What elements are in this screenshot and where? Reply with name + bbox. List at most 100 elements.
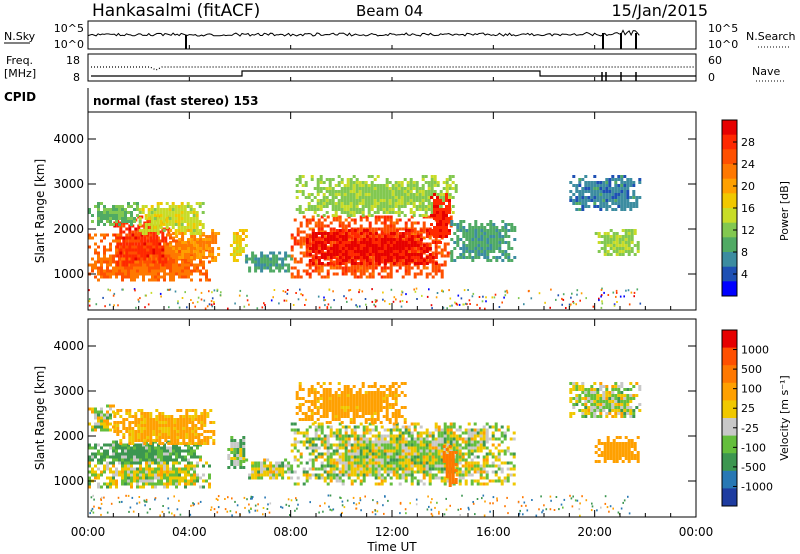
power-ylabel: Slant Range [km] [33,159,47,263]
x-axis-label: Time UT [366,540,417,554]
heatmap-region [245,251,294,273]
y-tick-label: 1000 [53,267,84,281]
cpid-text: normal (fast stereo) 153 [93,94,259,108]
freq-tick-bottom: 8 [73,71,80,84]
x-tick-label: 16:00 [476,525,511,539]
colorbar-tick-label: 12 [741,224,755,237]
colorbar-swatch [722,222,737,238]
velocity-y-axis: 4000 3000 2000 1000 [53,339,696,488]
colorbar-tick-label: 16 [741,202,755,215]
colorbar-tick-label: 1000 [741,344,769,357]
y-tick-label: 2000 [53,429,84,443]
freq-tick-top: 18 [66,54,80,67]
velocity-colorbar-label: Velocity [m s⁻¹] [778,375,791,460]
heatmap-region [569,382,642,418]
colorbar-swatch [722,164,737,180]
cpid-label: CPID [4,90,36,104]
colorbar-swatch [722,400,737,419]
heatmap-region [569,175,642,211]
heatmap-region [138,202,205,235]
colorbar-swatch [722,149,737,165]
heatmap-region [88,458,211,489]
x-axis: 00:00 04:00 08:00 12:00 16:00 20:00 00:00 [71,45,714,539]
colorbar-tick-label: -25 [741,422,759,435]
freq-label: Freq. [6,54,33,67]
noise-search-label: N.Search [746,30,796,43]
x-tick-label: 08:00 [273,525,308,539]
heatmap-region [450,220,517,262]
x-tick-label: 00:00 [71,525,106,539]
y-tick-label: 1000 [53,474,84,488]
heatmap-region [113,409,216,445]
colorbar-tick-label: 28 [741,136,755,149]
heatmap-region [169,229,221,262]
date-title: 15/Jan/2015 [611,1,708,20]
x-tick-label: 04:00 [172,525,207,539]
near-range-speckle [89,494,631,517]
colorbar-swatch [722,470,737,489]
y-tick-label: 4000 [53,132,84,146]
colorbar-swatch [722,418,737,437]
heatmap-region [430,193,451,244]
colorbar-swatch [722,453,737,472]
x-tick-label: 00:00 [679,525,714,539]
y-tick-label: 3000 [53,384,84,398]
frequency-panel: Freq. [MHz] 18 8 60 0 Nave [4,53,784,84]
colorbar-swatch [722,193,737,209]
colorbar-swatch [722,382,737,401]
nave-label: Nave [752,65,780,78]
heatmap-region [229,229,248,262]
velocity-colorbar: 1000 500 100 25 -25 -100 -500 -1000 [721,329,773,507]
freq-unit-label: [MHz] [4,67,36,80]
heatmap-region [290,422,516,486]
y-tick-label: 2000 [53,222,84,236]
colorbar-tick-label: 8 [741,246,748,259]
power-panel: 4000 3000 2000 1000 [53,111,697,311]
colorbar-tick-label: -100 [741,441,766,454]
velocity-panel: 4000 3000 2000 1000 [53,318,697,518]
nave-tick-top: 60 [708,54,722,67]
heatmap-region [305,229,438,265]
heatmap-region [88,404,115,432]
colorbar-swatch [722,208,737,224]
colorbar-tick-label: -1000 [741,480,773,493]
y-tick-label: 4000 [53,339,84,353]
station-title: Hankasalmi (fitACF) [92,1,260,21]
colorbar-tick-label: 100 [741,383,762,396]
colorbar-swatch [722,347,737,366]
power-heatmap [88,175,642,310]
colorbar-swatch [722,178,737,194]
heatmap-region [227,436,246,469]
x-tick-label: 20:00 [577,525,612,539]
noise-left-tick-top: 10^5 [54,22,84,35]
colorbar-tick-label: 20 [741,180,755,193]
heatmap-region [88,440,202,465]
noise-left-tick-bottom: 10^0 [54,38,84,51]
colorbar-swatch [722,281,737,297]
heatmap-region [594,229,640,256]
noise-sky-label: N.Sky [4,30,36,43]
y-tick-label: 3000 [53,177,84,191]
colorbar-swatch [722,252,737,268]
colorbar-tick-label: 4 [741,268,748,281]
noise-right-tick-top: 10^5 [708,22,738,35]
power-y-axis: 4000 3000 2000 1000 [53,132,696,281]
colorbar-swatch [722,435,737,454]
velocity-ylabel: Slant Range [km] [33,366,47,470]
noise-sky-trace [87,29,640,37]
colorbar-tick-label: 24 [741,158,755,171]
colorbar-tick-label: 25 [741,402,755,415]
near-range-speckle [88,287,642,310]
colorbar-swatch [722,134,737,150]
freq-trace [91,66,696,71]
colorbar-swatch [722,365,737,384]
beam-title: Beam 04 [356,2,423,20]
colorbar-tick-label: -500 [741,461,766,474]
colorbar-swatch [722,266,737,282]
heatmap-region [245,458,294,480]
noise-panel: N.Sky 10^5 10^0 10^5 10^0 N.Search [4,20,796,51]
noise-right-tick-bottom: 10^0 [708,38,738,51]
heatmap-region [88,202,139,226]
velocity-heatmap [88,382,642,517]
